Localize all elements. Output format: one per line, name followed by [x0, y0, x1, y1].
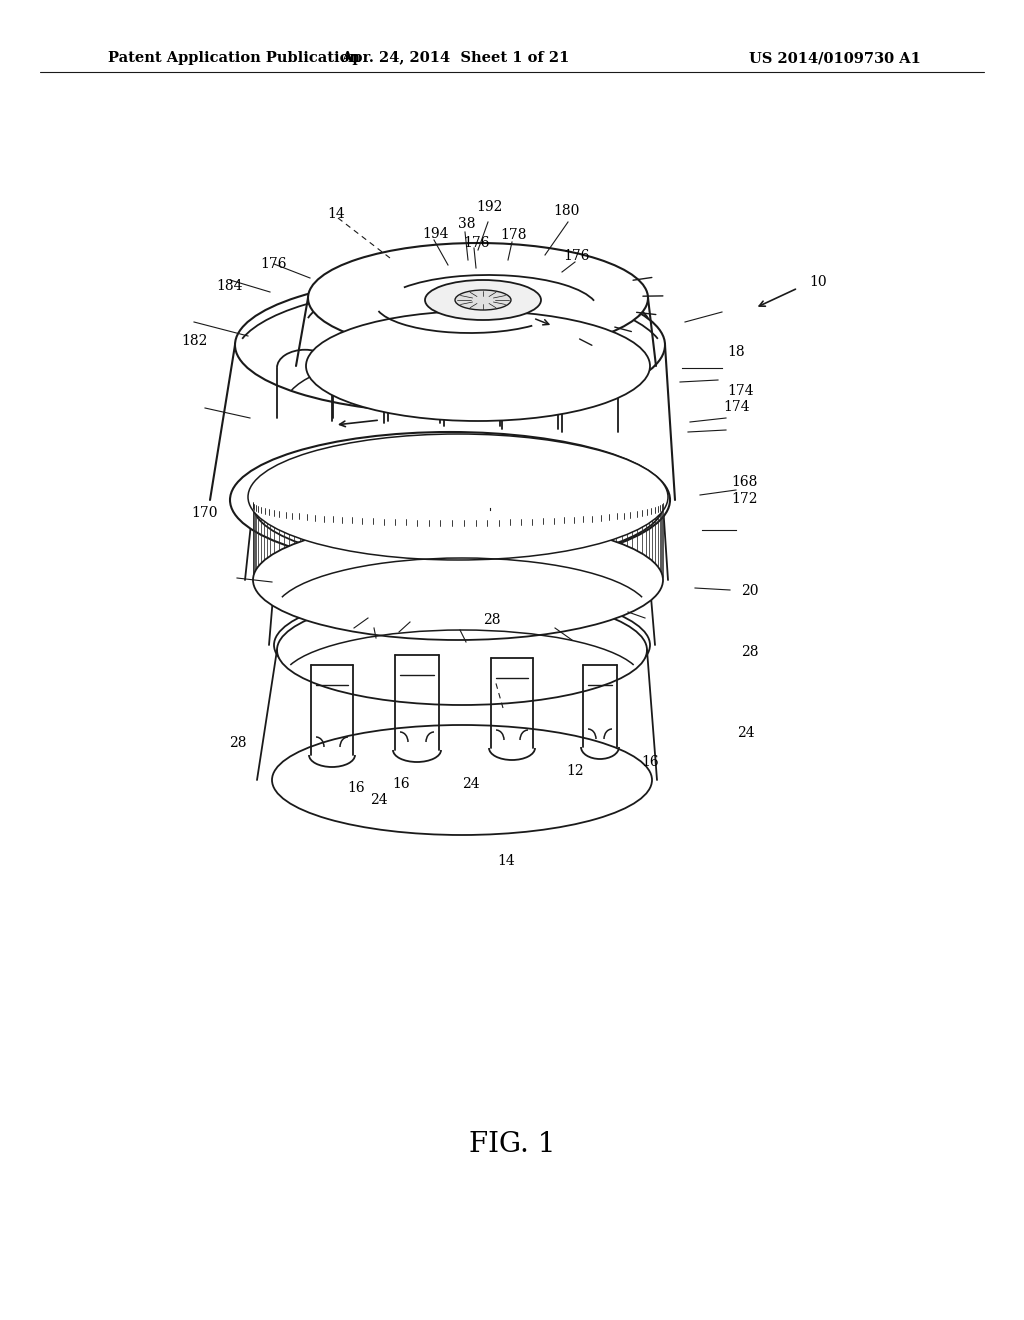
Text: 24: 24: [462, 777, 480, 791]
Text: 18: 18: [727, 346, 744, 359]
Ellipse shape: [308, 243, 648, 352]
Text: 24: 24: [737, 726, 755, 739]
Text: Patent Application Publication: Patent Application Publication: [108, 51, 360, 65]
Text: 24: 24: [370, 793, 388, 807]
Text: 16: 16: [347, 781, 366, 795]
Text: 180: 180: [553, 205, 580, 218]
Text: 192: 192: [476, 201, 503, 214]
Text: 176: 176: [563, 249, 590, 263]
Text: 14: 14: [497, 854, 515, 867]
Text: 176: 176: [260, 257, 287, 271]
Text: 28: 28: [228, 737, 247, 750]
Text: 16: 16: [641, 755, 659, 768]
Ellipse shape: [455, 290, 511, 310]
Ellipse shape: [272, 725, 652, 836]
Text: 172: 172: [731, 492, 758, 506]
Text: 174: 174: [727, 384, 754, 397]
Text: 28: 28: [741, 645, 759, 659]
Text: 182: 182: [181, 334, 208, 347]
Ellipse shape: [278, 595, 647, 705]
Ellipse shape: [230, 432, 670, 568]
Text: 10: 10: [809, 276, 826, 289]
Ellipse shape: [274, 531, 650, 640]
Text: 170: 170: [191, 507, 218, 520]
Ellipse shape: [253, 520, 663, 640]
Ellipse shape: [274, 590, 650, 700]
Text: 174: 174: [723, 400, 750, 413]
Text: 12: 12: [566, 764, 585, 777]
Ellipse shape: [234, 277, 665, 413]
Text: 176: 176: [463, 236, 489, 249]
Text: 16: 16: [392, 777, 411, 791]
Text: 168: 168: [731, 475, 758, 488]
Ellipse shape: [248, 434, 668, 560]
Ellipse shape: [253, 445, 663, 565]
Text: Apr. 24, 2014  Sheet 1 of 21: Apr. 24, 2014 Sheet 1 of 21: [341, 51, 569, 65]
Text: FIG. 1: FIG. 1: [469, 1131, 555, 1159]
Text: 14: 14: [327, 207, 345, 220]
Text: 184: 184: [216, 280, 243, 293]
Text: 194: 194: [422, 227, 449, 240]
Text: 28: 28: [482, 614, 501, 627]
Text: 178: 178: [501, 228, 527, 242]
Text: 20: 20: [741, 585, 759, 598]
Ellipse shape: [306, 312, 650, 421]
Text: 38: 38: [458, 218, 476, 231]
Ellipse shape: [425, 280, 541, 319]
Text: US 2014/0109730 A1: US 2014/0109730 A1: [750, 51, 921, 65]
